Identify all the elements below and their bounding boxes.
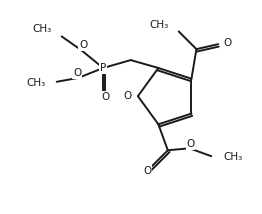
Text: O: O — [143, 166, 151, 176]
Text: CH₃: CH₃ — [223, 152, 242, 162]
Text: O: O — [73, 68, 81, 78]
Text: O: O — [79, 40, 88, 50]
Text: O: O — [223, 38, 231, 48]
Text: CH₃: CH₃ — [27, 78, 46, 88]
Text: O: O — [101, 92, 109, 102]
Text: O: O — [124, 91, 132, 101]
Text: CH₃: CH₃ — [150, 21, 169, 30]
Text: P: P — [100, 63, 106, 73]
Text: CH₃: CH₃ — [32, 24, 52, 34]
Text: O: O — [186, 139, 195, 149]
